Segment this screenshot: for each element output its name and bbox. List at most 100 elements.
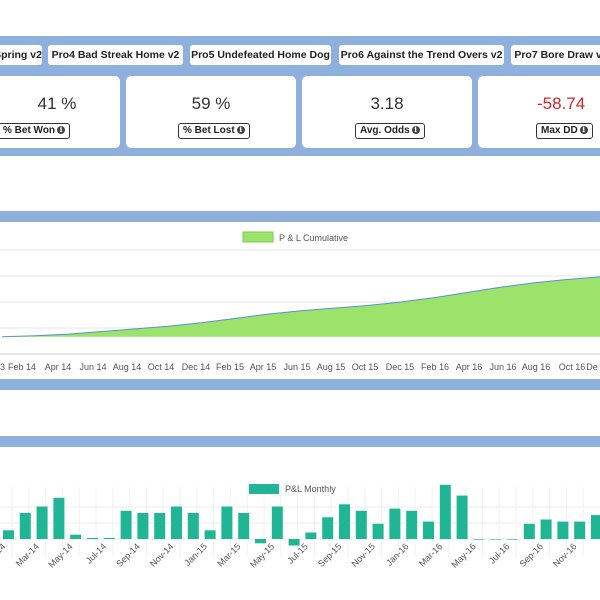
x-tick-label: Jun 15 — [283, 362, 310, 372]
x-tick-label: De — [586, 362, 598, 372]
monthly-bar — [322, 517, 334, 539]
monthly-bar — [36, 506, 48, 539]
info-icon: i — [411, 126, 420, 135]
x-tick-label: Mar-15 — [215, 541, 242, 568]
monthly-bar — [154, 513, 166, 539]
x-tick-label: Sep-16 — [517, 541, 545, 569]
x-tick-label: Feb 15 — [216, 362, 244, 372]
info-icon: i — [236, 126, 245, 135]
max-dd-value: -58.74 — [537, 94, 586, 113]
bet-won-label-text: % Bet Won — [3, 125, 56, 136]
stat-card-bet-won: 41 % % Bet Won i — [0, 76, 120, 148]
tab-pro6-against-trend-overs[interactable]: Pro6 Against the Trend Overs v2 — [339, 45, 504, 65]
legend-label: P & L Cumulative — [279, 233, 348, 243]
x-tick-label: Oct 15 — [352, 362, 379, 372]
monthly-bar — [137, 513, 149, 539]
monthly-bar — [355, 510, 367, 539]
stat-card-max-dd: -58.74 Max DD i — [478, 76, 600, 148]
x-tick-label: 3 — [0, 362, 5, 372]
monthly-bar — [372, 523, 384, 539]
monthly-bar — [406, 510, 418, 539]
bet-lost-label-text: % Bet Lost — [183, 125, 235, 136]
monthly-bar — [473, 539, 485, 540]
x-tick-label: Nov-15 — [349, 541, 377, 569]
stat-card-bet-lost: 59 % % Bet Lost i — [126, 76, 296, 148]
monthly-bar — [591, 515, 600, 539]
monthly-bar — [423, 521, 434, 539]
monthly-bar — [288, 539, 300, 546]
monthly-bar — [19, 513, 31, 539]
x-tick-label: Oct 14 — [148, 362, 175, 372]
info-icon: i — [57, 126, 66, 135]
section-divider — [0, 379, 600, 390]
info-icon: i — [579, 126, 588, 135]
x-tick-label: Nov-16 — [551, 541, 579, 569]
strategy-panel: Spring v2 Pro4 Bad Streak Home v2 Pro5 U… — [0, 36, 600, 156]
x-tick-label: Aug 14 — [113, 362, 142, 372]
cumulative-line — [1, 276, 600, 338]
avg-odds-label-text: Avg. Odds — [360, 125, 410, 136]
x-tick-label: May-14 — [46, 541, 74, 569]
section-divider — [0, 436, 600, 447]
x-tick-label: Jan-14 — [0, 541, 7, 568]
legend-swatch — [242, 231, 274, 243]
monthly-bar — [221, 506, 233, 539]
monthly-bar — [456, 495, 468, 539]
x-tick-label: Jan-15 — [182, 541, 209, 568]
x-tick-label: Apr 15 — [250, 362, 277, 372]
monthly-bar — [305, 532, 317, 539]
tab-pro4-bad-streak-home[interactable]: Pro4 Bad Streak Home v2 — [48, 45, 183, 65]
section-divider — [0, 211, 600, 222]
monthly-bar — [70, 534, 82, 539]
x-tick-label: Mar-14 — [14, 541, 41, 568]
bet-lost-label[interactable]: % Bet Lost i — [178, 123, 250, 139]
avg-odds-label[interactable]: Avg. Odds i — [355, 123, 425, 139]
x-tick-label: Feb 14 — [8, 362, 36, 372]
bet-lost-value: 59 % — [191, 94, 231, 113]
cumulative-area — [2, 276, 600, 337]
stat-card-avg-odds: 3.18 Avg. Odds i — [302, 76, 472, 148]
legend-swatch — [249, 484, 279, 494]
x-tick-label: Jan-16 — [384, 541, 411, 568]
max-dd-label[interactable]: Max DD i — [536, 123, 593, 139]
monthly-bar — [540, 519, 552, 539]
tab-pro5-undefeated-home-dog[interactable]: Pro5 Undefeated Home Dog — [190, 45, 331, 65]
monthly-bar — [557, 521, 569, 539]
monthly-bar — [439, 484, 451, 540]
avg-odds-value: 3.18 — [370, 94, 404, 113]
x-tick-label: May-16 — [450, 541, 478, 569]
x-tick-label: Sep-15 — [316, 541, 344, 569]
monthly-bar — [389, 508, 401, 539]
monthly-bar — [87, 537, 98, 539]
x-tick-label: Apr 16 — [456, 362, 483, 372]
monthly-bar — [3, 530, 14, 539]
x-tick-label: Sep-14 — [114, 541, 142, 569]
monthly-bar — [507, 539, 518, 540]
x-tick-label: Apr 14 — [45, 362, 72, 372]
tab-spring-v2[interactable]: Spring v2 — [0, 45, 42, 65]
x-tick-label: Dec 14 — [182, 362, 211, 372]
monthly-bar — [255, 539, 266, 544]
x-tick-label: Feb 16 — [421, 362, 449, 372]
x-tick-label: Mar-16 — [417, 541, 444, 568]
monthly-bar — [271, 506, 283, 539]
x-tick-label: Dec 15 — [386, 362, 415, 372]
x-tick-label: Oct 16 — [559, 362, 586, 372]
x-tick-label: Aug 15 — [317, 362, 346, 372]
tab-pro7-bore-draw[interactable]: Pro7 Bore Draw v2 — [511, 45, 600, 65]
monthly-bar — [339, 504, 350, 539]
monthly-bar — [523, 523, 535, 539]
max-dd-label-text: Max DD — [541, 125, 578, 136]
monthly-bar — [574, 521, 586, 539]
monthly-bar — [103, 537, 115, 539]
x-tick-label: Jun 14 — [79, 362, 106, 372]
monthly-bar — [490, 539, 502, 540]
monthly-bar — [204, 530, 216, 539]
monthly-bar — [120, 510, 132, 539]
bet-won-label[interactable]: % Bet Won i — [0, 123, 71, 139]
x-tick-label: Jun 16 — [489, 362, 516, 372]
monthly-bar — [171, 506, 182, 539]
monthly-bar — [187, 513, 199, 539]
x-tick-label: May-15 — [248, 541, 276, 569]
